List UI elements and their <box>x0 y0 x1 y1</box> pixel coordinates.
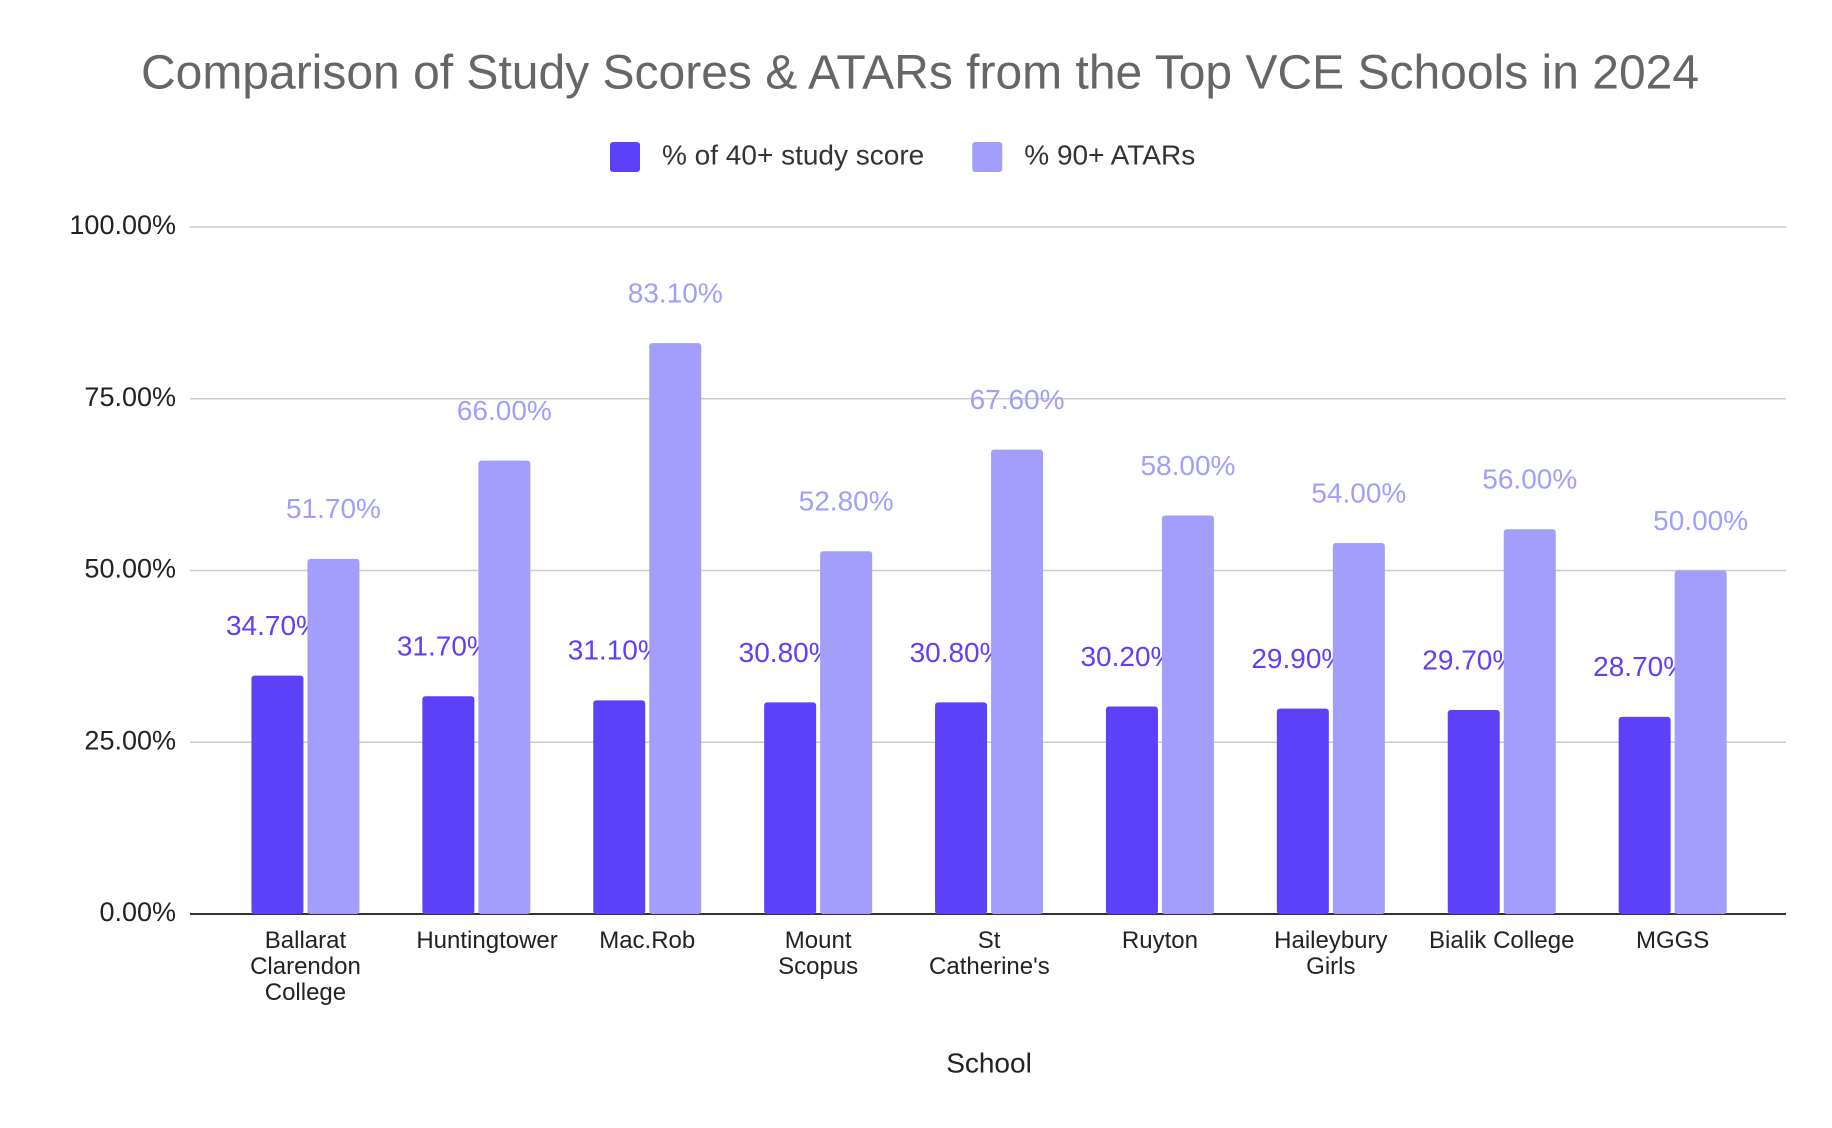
value-label: 31.10% <box>568 635 663 666</box>
y-tick-label: 25.00% <box>84 725 176 755</box>
x-tick-label: Mac.Rob <box>599 927 696 954</box>
bar <box>1618 716 1671 914</box>
value-label: 29.70% <box>1422 644 1517 675</box>
value-label: 56.00% <box>1482 464 1577 495</box>
bar <box>1503 529 1556 914</box>
bar <box>307 558 360 914</box>
value-label: 30.20% <box>1080 641 1175 672</box>
value-label: 83.10% <box>628 277 723 308</box>
value-label: 54.00% <box>1311 477 1406 508</box>
bar <box>820 551 873 914</box>
bar <box>991 449 1044 914</box>
bar <box>422 696 475 914</box>
x-axis-label: School <box>946 1047 1032 1078</box>
y-tick-label: 0.00% <box>99 897 176 927</box>
bar <box>1674 570 1727 914</box>
x-tick-label: MGGS <box>1635 927 1710 954</box>
value-label: 50.00% <box>1653 505 1748 536</box>
bar <box>593 700 646 914</box>
legend-label: % 90+ ATARs <box>1024 139 1195 170</box>
value-label: 34.70% <box>226 610 321 641</box>
bar <box>935 702 988 914</box>
value-label: 58.00% <box>1140 450 1235 481</box>
value-label: 51.70% <box>286 493 381 524</box>
x-tick-label: Haileybury Girls <box>1274 927 1388 980</box>
x-tick-label: St Catherine's <box>929 927 1050 980</box>
value-label: 29.90% <box>1251 643 1346 674</box>
bar <box>764 702 817 914</box>
y-tick-label: 75.00% <box>84 382 176 412</box>
y-tick-label: 100.00% <box>69 210 176 240</box>
x-tick-label: Huntingtower <box>416 927 558 954</box>
bar <box>1276 708 1329 914</box>
bar <box>478 460 531 914</box>
legend-label: % of 40+ study score <box>662 139 924 170</box>
bar <box>251 675 304 914</box>
value-label: 30.80% <box>910 637 1005 668</box>
x-tick-label: Bialik College <box>1429 927 1575 954</box>
value-label: 66.00% <box>457 395 552 426</box>
value-label: 28.70% <box>1593 651 1688 682</box>
bar <box>1447 709 1500 914</box>
bar <box>649 343 702 914</box>
bar <box>1161 515 1214 914</box>
x-tick-label: Mount Scopus <box>778 927 859 980</box>
bar <box>1105 706 1158 914</box>
y-tick-label: 50.00% <box>84 554 176 584</box>
legend-swatch <box>972 142 1003 172</box>
value-label: 52.80% <box>799 486 894 517</box>
value-label: 30.80% <box>739 637 834 668</box>
chart-title: Comparison of Study Scores & ATARs from … <box>141 47 1699 100</box>
value-label: 67.60% <box>970 384 1065 415</box>
x-tick-label: Ruyton <box>1121 927 1198 954</box>
legend-swatch <box>610 142 640 172</box>
value-label: 31.70% <box>397 631 492 662</box>
bar <box>1332 543 1385 914</box>
x-tick-label: Ballarat Clarendon College <box>250 927 361 1006</box>
